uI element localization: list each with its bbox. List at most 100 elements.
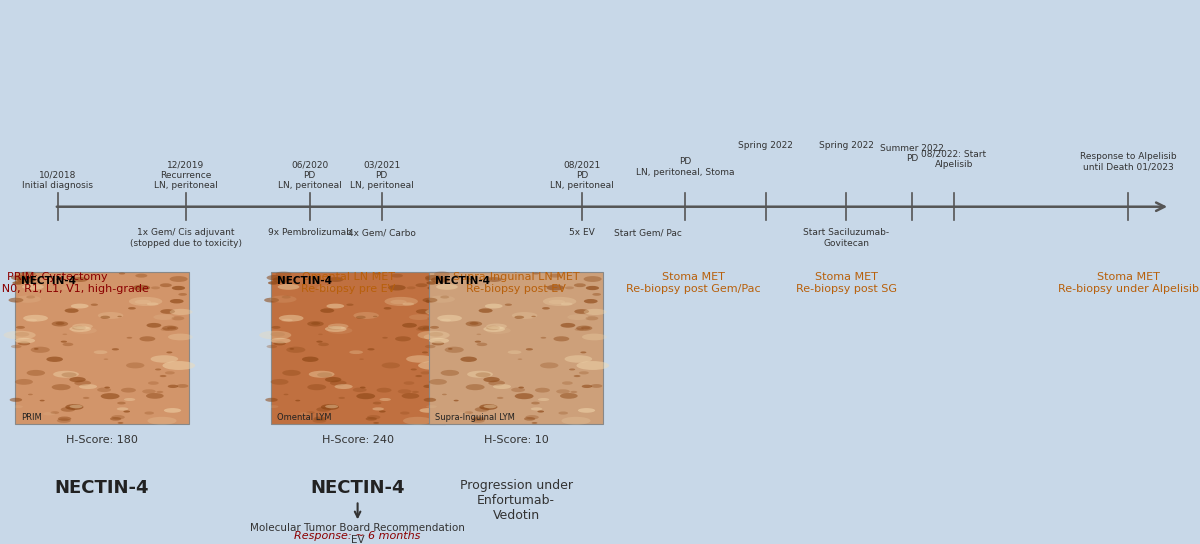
Ellipse shape bbox=[485, 304, 503, 308]
Ellipse shape bbox=[542, 307, 550, 310]
Ellipse shape bbox=[461, 356, 476, 362]
Ellipse shape bbox=[101, 393, 120, 399]
Ellipse shape bbox=[43, 412, 55, 416]
Ellipse shape bbox=[164, 408, 181, 413]
Ellipse shape bbox=[432, 384, 444, 388]
Ellipse shape bbox=[439, 319, 451, 322]
Ellipse shape bbox=[402, 323, 416, 327]
Ellipse shape bbox=[541, 337, 546, 339]
Ellipse shape bbox=[146, 302, 158, 306]
Ellipse shape bbox=[575, 328, 583, 331]
Ellipse shape bbox=[560, 323, 575, 327]
Ellipse shape bbox=[583, 276, 601, 282]
Ellipse shape bbox=[270, 379, 288, 385]
Ellipse shape bbox=[320, 404, 340, 410]
Ellipse shape bbox=[328, 324, 348, 329]
Ellipse shape bbox=[517, 358, 522, 360]
Ellipse shape bbox=[582, 333, 607, 341]
Ellipse shape bbox=[538, 410, 544, 412]
Ellipse shape bbox=[359, 358, 364, 360]
Ellipse shape bbox=[412, 391, 419, 393]
Ellipse shape bbox=[415, 283, 427, 287]
Ellipse shape bbox=[427, 316, 440, 320]
Ellipse shape bbox=[16, 326, 25, 329]
Ellipse shape bbox=[313, 417, 326, 421]
Ellipse shape bbox=[565, 286, 574, 289]
Ellipse shape bbox=[65, 308, 79, 313]
Ellipse shape bbox=[515, 316, 524, 319]
Ellipse shape bbox=[466, 384, 485, 390]
Ellipse shape bbox=[12, 281, 23, 285]
Ellipse shape bbox=[366, 417, 377, 421]
Ellipse shape bbox=[562, 417, 590, 425]
Ellipse shape bbox=[164, 371, 175, 374]
Ellipse shape bbox=[12, 405, 23, 408]
Ellipse shape bbox=[128, 297, 162, 306]
Ellipse shape bbox=[511, 387, 526, 392]
Ellipse shape bbox=[156, 391, 163, 393]
Ellipse shape bbox=[484, 405, 497, 408]
Ellipse shape bbox=[542, 297, 576, 306]
Ellipse shape bbox=[62, 333, 67, 335]
Ellipse shape bbox=[550, 274, 562, 277]
Ellipse shape bbox=[124, 398, 136, 401]
Ellipse shape bbox=[584, 299, 598, 304]
Ellipse shape bbox=[403, 381, 414, 385]
Ellipse shape bbox=[31, 347, 49, 353]
Ellipse shape bbox=[116, 407, 128, 411]
Ellipse shape bbox=[11, 345, 22, 348]
Ellipse shape bbox=[532, 422, 538, 424]
Ellipse shape bbox=[312, 418, 326, 423]
Ellipse shape bbox=[307, 384, 326, 390]
Ellipse shape bbox=[400, 411, 409, 415]
Ellipse shape bbox=[475, 341, 481, 343]
Ellipse shape bbox=[136, 274, 148, 277]
Ellipse shape bbox=[72, 326, 86, 330]
Ellipse shape bbox=[576, 325, 593, 331]
Ellipse shape bbox=[179, 293, 187, 296]
Ellipse shape bbox=[23, 315, 48, 322]
Ellipse shape bbox=[586, 286, 599, 290]
Ellipse shape bbox=[281, 319, 293, 322]
Ellipse shape bbox=[20, 271, 36, 276]
Ellipse shape bbox=[52, 321, 68, 326]
Text: Stoma MET
Re-biopsy under Alpelisib: Stoma MET Re-biopsy under Alpelisib bbox=[1057, 272, 1199, 294]
Ellipse shape bbox=[390, 300, 407, 304]
Ellipse shape bbox=[578, 371, 589, 374]
Ellipse shape bbox=[308, 371, 335, 378]
Ellipse shape bbox=[160, 375, 167, 377]
Ellipse shape bbox=[264, 298, 280, 302]
Ellipse shape bbox=[271, 326, 281, 329]
Ellipse shape bbox=[379, 398, 391, 401]
Ellipse shape bbox=[142, 390, 156, 394]
Ellipse shape bbox=[420, 408, 437, 413]
Ellipse shape bbox=[169, 276, 187, 282]
Ellipse shape bbox=[317, 341, 323, 343]
Ellipse shape bbox=[150, 355, 178, 363]
Ellipse shape bbox=[508, 350, 522, 354]
Text: Response: ~ 6 months: Response: ~ 6 months bbox=[294, 531, 421, 541]
Ellipse shape bbox=[283, 394, 288, 395]
Ellipse shape bbox=[437, 315, 462, 322]
Ellipse shape bbox=[377, 388, 391, 393]
Ellipse shape bbox=[128, 307, 136, 310]
Ellipse shape bbox=[418, 331, 450, 339]
Text: NECTIN-4: NECTIN-4 bbox=[436, 276, 490, 286]
Ellipse shape bbox=[14, 295, 41, 303]
Ellipse shape bbox=[397, 390, 412, 394]
Ellipse shape bbox=[424, 398, 436, 402]
Ellipse shape bbox=[564, 355, 592, 363]
Ellipse shape bbox=[72, 277, 88, 282]
Ellipse shape bbox=[512, 312, 538, 319]
Ellipse shape bbox=[360, 387, 366, 388]
Text: Supra-Inguinal LYM: Supra-Inguinal LYM bbox=[436, 412, 515, 422]
Ellipse shape bbox=[475, 407, 490, 412]
Ellipse shape bbox=[97, 387, 112, 392]
Ellipse shape bbox=[426, 299, 439, 304]
Ellipse shape bbox=[402, 302, 414, 306]
Ellipse shape bbox=[526, 415, 539, 419]
Ellipse shape bbox=[505, 304, 512, 306]
Ellipse shape bbox=[119, 273, 125, 275]
Ellipse shape bbox=[578, 408, 595, 413]
Ellipse shape bbox=[266, 275, 283, 280]
